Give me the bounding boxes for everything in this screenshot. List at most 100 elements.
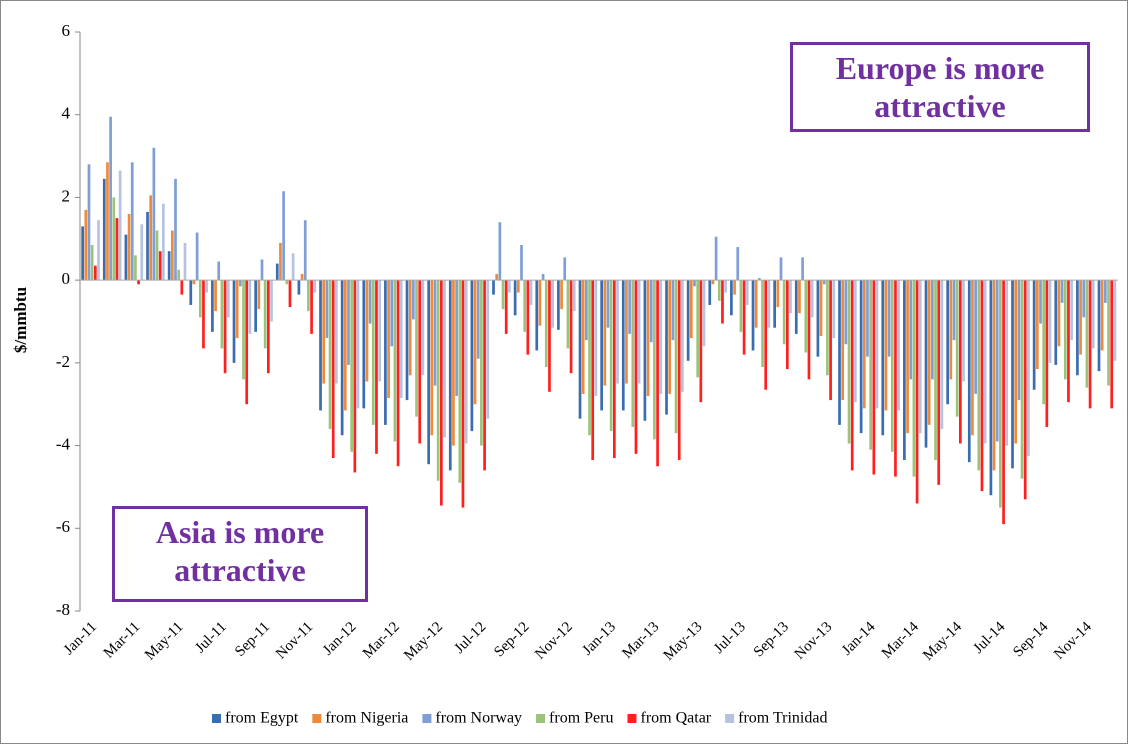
bar [794, 280, 798, 334]
bar [192, 280, 196, 285]
bar [1020, 280, 1024, 479]
bar [1002, 280, 1005, 525]
bar [761, 280, 764, 367]
bar [909, 280, 913, 380]
bar [897, 280, 900, 411]
bar [260, 259, 264, 281]
bar [458, 280, 462, 483]
bar [1060, 280, 1064, 303]
bar [751, 280, 755, 351]
bar [1076, 280, 1079, 376]
bar [115, 218, 119, 281]
bar [847, 280, 851, 444]
bar [97, 220, 100, 281]
bar [433, 280, 437, 386]
bar [1027, 280, 1030, 456]
legend-label: from Qatar [640, 710, 711, 727]
bar [307, 280, 310, 312]
bar [331, 280, 335, 458]
bar [912, 280, 916, 477]
bar [390, 280, 394, 347]
bar [881, 280, 885, 436]
bar [566, 280, 570, 349]
bar [696, 280, 700, 378]
bar [495, 273, 499, 281]
bar [291, 253, 295, 281]
bar [1104, 280, 1107, 303]
bar [637, 280, 641, 384]
bar [693, 280, 696, 287]
bar [513, 280, 517, 316]
bar [628, 280, 631, 334]
bar [946, 280, 949, 405]
bar [303, 220, 307, 281]
bar [588, 280, 591, 436]
bar [634, 280, 638, 454]
bar [140, 224, 144, 281]
bar [686, 280, 690, 361]
bar [649, 280, 653, 343]
bar [529, 280, 533, 305]
bar [1005, 280, 1009, 446]
bar [829, 280, 832, 401]
legend-swatch [536, 714, 546, 723]
bar [585, 280, 588, 341]
bar [884, 280, 888, 411]
bar [548, 280, 551, 392]
bar [87, 164, 91, 281]
bar [214, 280, 217, 312]
y-tick-label: 4 [62, 104, 71, 123]
y-tick-label: -2 [56, 352, 70, 371]
bar [850, 280, 854, 471]
bar [609, 280, 613, 432]
bar [804, 280, 808, 353]
bar [721, 280, 724, 324]
bar [211, 280, 214, 332]
bar [1063, 280, 1067, 380]
bar [257, 280, 261, 310]
bar [356, 280, 360, 409]
y-tick-label: -8 [56, 600, 70, 619]
bar [1091, 280, 1095, 349]
legend: from Egypt from Nigeria from Norway from Pe… [212, 710, 827, 727]
bar [310, 280, 313, 334]
bar [1023, 280, 1027, 500]
bar [643, 280, 647, 421]
bar [779, 257, 783, 281]
bar [350, 280, 354, 452]
y-tick-label: 6 [62, 21, 71, 40]
bar [989, 280, 993, 496]
bar [473, 280, 477, 405]
bar [714, 236, 718, 281]
bar [523, 280, 527, 332]
bar [866, 280, 869, 357]
bar [93, 265, 97, 281]
bar [189, 280, 193, 305]
bar [927, 280, 931, 425]
bar [516, 280, 520, 293]
bar [816, 280, 820, 357]
bar [313, 280, 317, 293]
bar [711, 280, 715, 285]
bar [170, 230, 174, 281]
bar [572, 280, 576, 312]
bar [443, 280, 446, 438]
legend-swatch [627, 714, 637, 723]
bar [906, 280, 909, 434]
bar [177, 269, 181, 281]
bar [952, 280, 956, 341]
bar [1039, 280, 1042, 324]
bar [894, 280, 897, 477]
bar [162, 203, 165, 281]
bar [508, 280, 511, 293]
bar [476, 280, 480, 359]
bar [375, 280, 378, 454]
bar [340, 280, 344, 436]
bar [681, 280, 684, 392]
bar [931, 280, 934, 380]
bar [439, 280, 443, 506]
bar [844, 280, 848, 345]
bar [869, 280, 873, 450]
bar [665, 280, 668, 415]
